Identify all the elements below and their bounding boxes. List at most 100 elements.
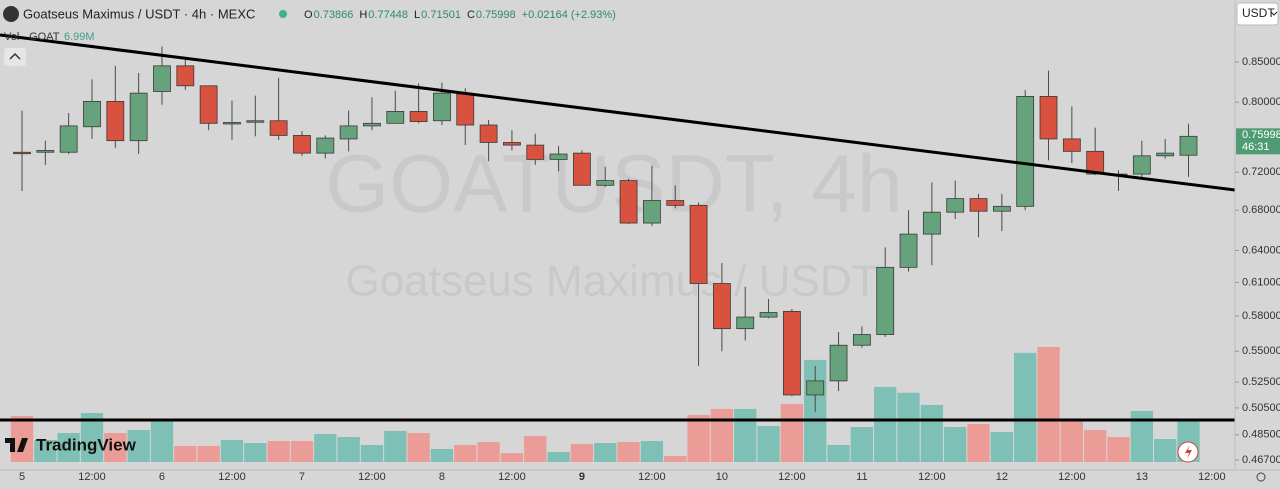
candle-body [293,135,311,154]
volume-bar [360,444,384,462]
y-tick-label: 0.50500 [1242,402,1280,414]
ohlc-letter: H [359,9,367,21]
volume-bar [617,441,640,462]
candle-body [876,266,895,335]
candle-body [643,200,661,224]
name-watermark: Goatseus Maximus / USDT [345,257,878,306]
x-tick-label: 12:00 [358,471,386,483]
ohlc-value: 0.71501 [421,9,461,21]
x-tick-label: 12:00 [1198,471,1226,483]
x-tick-label: 12:00 [638,471,666,483]
candle-body [36,150,55,153]
volume-bar [920,404,944,462]
currency-label: USDT [1242,6,1275,20]
candle-body [852,334,871,346]
candle-body [1062,138,1081,152]
candle-body [503,142,521,146]
candle-body [106,100,125,142]
ohlc-value: 0.75998 [476,9,516,21]
volume-bar [57,433,80,462]
volume-bar [897,392,920,462]
candle-body [339,125,358,140]
candle-body [713,283,731,330]
y-tick-label: 0.61000 [1242,276,1280,288]
volume-bar [850,426,874,462]
symbol-logo [3,6,19,22]
x-tick-label: 12:00 [218,471,246,483]
y-tick-label: 0.68000 [1242,204,1280,216]
trend-line[interactable] [0,33,1236,192]
x-tick-label: 5 [19,471,25,483]
volume-bar [1060,419,1084,462]
volume-bar [80,413,104,462]
x-tick-label: 11 [856,471,867,483]
volume-bar [407,433,430,462]
candle-body [199,85,218,124]
volume-bar [1084,429,1107,462]
brand-logo [5,438,28,452]
volume-bar [244,442,267,462]
x-tick-label: 6 [159,471,165,483]
y-tick-label: 0.48500 [1242,429,1280,441]
ohlc-values: O 0.73866 H 0.77448 L 0.71501 C 0.75998 +0.02164… [304,9,616,21]
x-tick-label: 12:00 [78,471,106,483]
settings-button[interactable] [1256,472,1266,482]
candle-body [246,120,265,123]
candle-body [899,233,918,268]
volume-value: 6.99M [64,31,95,43]
volume-bar [197,445,220,462]
candle-body [782,310,801,396]
brand-name[interactable]: TradingView [36,435,137,454]
candle-body [269,120,288,136]
candle-body [992,205,1011,212]
candle-body [689,204,708,284]
countdown-label: 46:31 [1242,141,1270,153]
y-tick-label: 0.72000 [1242,166,1280,178]
currency-button[interactable] [1236,2,1279,26]
alert-icon [1185,445,1192,459]
candle-body [619,180,638,224]
y-tick-label: 0.46700 [1242,454,1280,466]
y-tick-label: 0.80000 [1242,96,1280,108]
currency-caret [1270,11,1278,16]
volume-bar [547,451,570,462]
candle-body [386,111,405,124]
candle-body [759,312,778,318]
volume-bar [500,453,524,462]
x-tick-label: 7 [299,471,305,483]
y-tick-label: 0.58000 [1242,310,1280,322]
y-tick-label: 0.85000 [1242,56,1280,68]
candle-body [13,151,31,155]
candle-body [1156,152,1175,157]
volume-bar [757,425,780,462]
candle-body [59,125,78,153]
candle-body [433,92,451,122]
volume-bar [1130,410,1154,462]
last-price-box [1236,128,1280,155]
volume-bar [1154,439,1177,462]
collapse-button[interactable] [4,48,26,66]
candle-body [1039,96,1058,140]
volume-bar [827,444,850,462]
ohlc-change: +0.02164 (+2.93%) [522,9,616,21]
volume-bar [454,444,477,462]
volume-bar [150,421,174,462]
volume-bar [570,443,594,462]
volume-bar [104,433,127,462]
ohlc-value: 0.77448 [368,9,408,21]
candle-body [596,180,615,186]
volume-bar [267,440,290,462]
drawings [0,33,1236,422]
volume-bar [1037,347,1060,462]
volume-bar [384,430,407,462]
candle-body [829,344,848,382]
symbol-title[interactable]: Goatseus Maximus / USDT · 4h · MEXC [23,6,255,21]
volume-bar [34,439,57,462]
x-tick-label: 12:00 [918,471,946,483]
volume-bar [687,415,710,462]
ohlc-letter: L [414,9,420,21]
x-tick-label: 10 [716,471,728,483]
candle-body [129,92,148,142]
candle-body [83,100,101,128]
